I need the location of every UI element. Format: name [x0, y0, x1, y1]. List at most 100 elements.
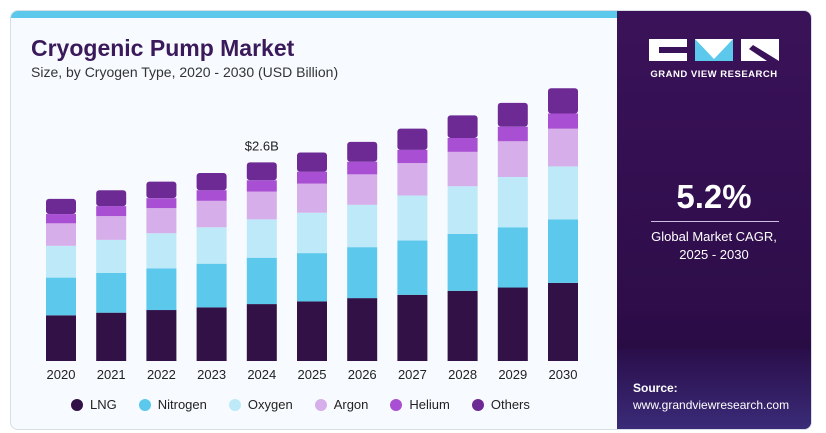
bar-segment-argon-2022 — [146, 208, 177, 234]
bar-segment-lng-2022 — [146, 310, 177, 361]
chart-legend: LNG Nitrogen Oxygen Argon Helium Others — [71, 397, 530, 412]
bar-segment-helium-2023 — [196, 190, 227, 201]
legend-item-nitrogen: Nitrogen — [138, 397, 207, 412]
bar-segment-lng-2025 — [297, 301, 327, 361]
legend-label-others: Others — [490, 397, 530, 412]
bar-segment-argon-2020 — [46, 223, 76, 246]
cagr-label-line-1: Global Market CAGR, — [651, 229, 777, 244]
bar-segment-lng-2029 — [497, 287, 528, 361]
x-tick-label-2028: 2028 — [448, 367, 477, 382]
bar-segment-oxygen-2021 — [96, 239, 127, 273]
sidebar-panel: GRAND VIEW RESEARCH 5.2% Global Market C… — [617, 11, 811, 429]
bar-segment-nitrogen-2024 — [246, 257, 277, 305]
bar-segment-argon-2025 — [297, 183, 327, 213]
x-tick-label-2025: 2025 — [298, 367, 327, 382]
legend-item-others: Others — [471, 397, 530, 412]
x-tick-label-2021: 2021 — [97, 367, 126, 382]
bar-segment-nitrogen-2030 — [548, 219, 578, 283]
bar-segment-others-2023 — [196, 173, 227, 191]
bar-segment-helium-2028 — [447, 137, 478, 152]
bar-segment-helium-2020 — [46, 214, 76, 224]
legend-label-argon: Argon — [333, 397, 369, 412]
bar-segment-argon-2026 — [347, 174, 378, 205]
cagr-divider — [651, 221, 779, 222]
legend-swatch-oxygen — [228, 398, 241, 411]
legend-label-helium: Helium — [409, 397, 450, 412]
bar-segment-others-2029 — [497, 102, 528, 127]
bar-segment-helium-2025 — [297, 171, 327, 184]
brand-name: GRAND VIEW RESEARCH — [650, 69, 778, 80]
bar-segment-oxygen-2030 — [548, 166, 578, 220]
sidebar-footer-band — [617, 349, 811, 429]
bar-segment-lng-2030 — [548, 282, 578, 361]
bar-segment-others-2025 — [297, 152, 327, 172]
stacked-bar-chart: 2020 2021 2022 2023 2024 $2.6B 2025 2026 2027 202… — [46, 88, 578, 382]
bar-segment-oxygen-2029 — [497, 176, 528, 228]
x-tick-label-2029: 2029 — [498, 367, 527, 382]
bar-segment-nitrogen-2020 — [46, 277, 76, 316]
bar-segment-others-2024 — [246, 162, 277, 181]
accent-bar — [11, 11, 617, 18]
bar-segment-argon-2030 — [548, 128, 578, 167]
cagr-label-line-2: 2025 - 2030 — [679, 247, 749, 262]
legend-item-argon: Argon — [314, 397, 369, 412]
bar-segment-others-2028 — [447, 115, 478, 138]
bar-segment-oxygen-2027 — [397, 195, 428, 241]
legend-swatch-helium — [390, 398, 403, 411]
x-tick-label-2023: 2023 — [197, 367, 226, 382]
bar-segment-lng-2027 — [397, 294, 428, 361]
bar-segment-oxygen-2024 — [246, 219, 277, 258]
chart-title: Cryogenic Pump Market — [31, 35, 295, 61]
bar-segment-nitrogen-2026 — [347, 247, 378, 299]
bar-segment-oxygen-2026 — [347, 204, 378, 248]
chart-subtitle: Size, by Cryogen Type, 2020 - 2030 (USD … — [31, 64, 339, 80]
bar-segment-others-2020 — [46, 198, 76, 215]
bar-segment-lng-2026 — [347, 298, 378, 361]
source-label: Source: — [633, 381, 678, 395]
bar-segment-nitrogen-2022 — [146, 268, 177, 311]
bar-segment-lng-2021 — [96, 312, 127, 361]
bar-segment-lng-2028 — [447, 290, 478, 361]
bar-segment-others-2022 — [146, 181, 177, 199]
bar-segment-others-2030 — [548, 88, 578, 114]
bar-segment-lng-2020 — [46, 315, 76, 361]
bar-segment-oxygen-2023 — [196, 227, 227, 264]
x-tick-label-2026: 2026 — [348, 367, 377, 382]
legend-swatch-others — [471, 398, 484, 411]
bar-segment-helium-2027 — [397, 149, 428, 164]
source-url[interactable]: www.grandviewresearch.com — [633, 398, 790, 412]
legend-label-lng: LNG — [90, 397, 117, 412]
bar-segment-others-2027 — [397, 128, 428, 150]
bar-segment-nitrogen-2021 — [96, 272, 127, 313]
bar-segment-helium-2026 — [347, 161, 378, 175]
bar-segment-nitrogen-2028 — [447, 233, 478, 291]
bar-segment-argon-2023 — [196, 200, 227, 228]
bar-segment-nitrogen-2023 — [196, 263, 227, 308]
legend-swatch-lng — [71, 398, 83, 411]
bar-segment-helium-2021 — [96, 206, 127, 217]
x-tick-label-2027: 2027 — [398, 367, 427, 382]
bar-segment-nitrogen-2027 — [397, 240, 428, 295]
bar-segment-oxygen-2025 — [297, 212, 327, 254]
x-tick-label-2024: 2024 — [247, 367, 276, 382]
bar-segment-oxygen-2028 — [447, 186, 478, 234]
bar-segment-helium-2029 — [497, 126, 528, 142]
bar-segment-helium-2024 — [246, 180, 277, 192]
bar-segment-argon-2029 — [497, 141, 528, 177]
bar-segment-others-2026 — [347, 141, 378, 162]
legend-item-oxygen: Oxygen — [228, 397, 293, 412]
bar-segment-nitrogen-2025 — [297, 253, 327, 302]
bar-segment-oxygen-2020 — [46, 245, 76, 278]
bar-segment-lng-2024 — [246, 304, 277, 361]
x-tick-label-2030: 2030 — [549, 367, 578, 382]
x-tick-label-2020: 2020 — [47, 367, 76, 382]
x-tick-label-2022: 2022 — [147, 367, 176, 382]
chart-card: Cryogenic Pump Market Size, by Cryogen T… — [10, 10, 812, 430]
bar-segment-argon-2028 — [447, 151, 478, 187]
legend-item-lng: LNG — [71, 397, 117, 412]
bar-segment-argon-2027 — [397, 163, 428, 196]
data-label-2024: $2.6B — [245, 138, 279, 153]
bar-segment-oxygen-2022 — [146, 233, 177, 269]
bar-segment-argon-2021 — [96, 216, 127, 240]
grand-view-research-logo — [649, 39, 779, 61]
